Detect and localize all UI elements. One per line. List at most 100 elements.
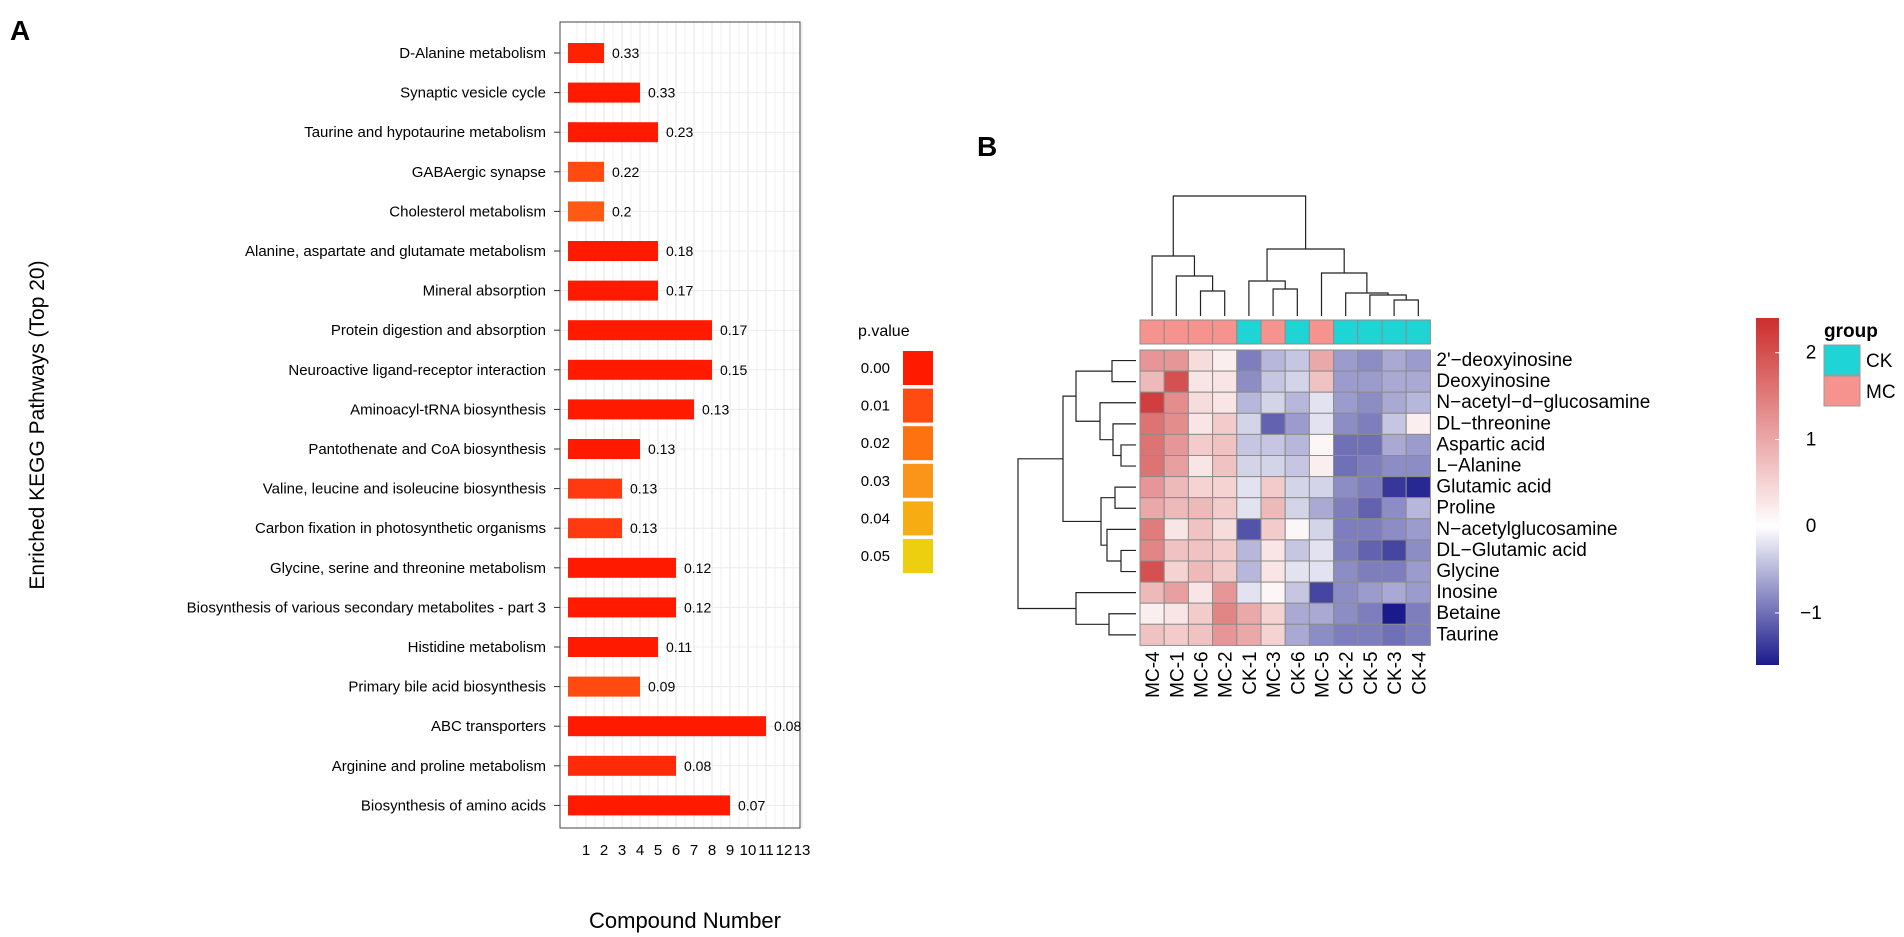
heatmap-cell xyxy=(1212,455,1238,478)
p-value-legend-swatch xyxy=(903,501,933,536)
heatmap-cell xyxy=(1284,560,1310,583)
p-value-legend-label: 0.04 xyxy=(861,510,890,527)
heatmap-cell xyxy=(1308,412,1335,435)
bar-value-label: 0.33 xyxy=(612,45,639,61)
heatmap-cell xyxy=(1405,455,1431,478)
colorbar-tick-label: 1 xyxy=(1806,429,1817,450)
heatmap-cell xyxy=(1284,349,1310,372)
heatmap-cell xyxy=(1212,623,1238,646)
dendrogram-branch xyxy=(1248,280,1286,316)
heatmap-cell xyxy=(1139,476,1165,499)
heatmap-cell xyxy=(1381,518,1407,541)
bar-chart-category-labels: D-Alanine metabolism Synaptic vesicle cyc… xyxy=(187,45,546,814)
group-legend-swatch xyxy=(1823,344,1861,376)
bar xyxy=(568,241,658,261)
category-label: Taurine and hypotaurine metabolism xyxy=(304,124,546,141)
heatmap-column-label: CK-3 xyxy=(1385,651,1406,694)
heatmap-cell xyxy=(1357,391,1383,414)
heatmap-row-label: Inosine xyxy=(1436,582,1497,603)
heatmap-column-labels: MC-4 MC-1 MC-6 MC-2 CK-1 MC-3 CK-6 MC-5 CK-2 CK-5… xyxy=(1143,651,1430,698)
bar-value-label: 0.17 xyxy=(666,283,693,299)
heatmap-cell xyxy=(1163,349,1189,372)
heatmap-cell xyxy=(1333,581,1359,604)
category-label: Primary bile acid biosynthesis xyxy=(348,679,546,696)
heatmap-cell xyxy=(1212,391,1238,414)
colorbar-tick-label: −1 xyxy=(1800,603,1822,624)
heatmap-cell xyxy=(1236,581,1262,604)
heatmap-cell xyxy=(1139,581,1165,604)
category-label: Arginine and proline metabolism xyxy=(332,758,546,775)
heatmap-cell xyxy=(1163,602,1189,625)
heatmap-cell xyxy=(1357,497,1383,520)
heatmap-cell xyxy=(1236,518,1262,541)
heatmap-cell xyxy=(1357,539,1383,562)
heatmap-row-label: DL−threonine xyxy=(1436,413,1551,434)
heatmap-cell xyxy=(1333,412,1359,435)
bar-value-label: 0.18 xyxy=(666,243,693,259)
heatmap-cell xyxy=(1357,349,1383,372)
p-value-legend-label: 0.00 xyxy=(861,360,890,377)
category-label: Synaptic vesicle cycle xyxy=(400,85,546,102)
bar xyxy=(568,478,622,499)
x-tick-label: 7 xyxy=(690,842,698,859)
bar-chart-value-labels: 0.33 0.33 0.23 0.22 0.2 0.18 0.17 0.17 0.15 0.13 0… xyxy=(612,45,801,813)
category-label: Carbon fixation in photosynthetic organi… xyxy=(255,520,546,537)
p-value-legend-swatch xyxy=(903,388,933,423)
heatmap-cell xyxy=(1405,476,1431,499)
bar-value-label: 0.15 xyxy=(720,362,747,378)
heatmap-cell xyxy=(1139,560,1165,583)
heatmap-cell xyxy=(1405,412,1431,435)
group-annotation-cell xyxy=(1333,319,1359,345)
heatmap-cell xyxy=(1308,497,1335,520)
dendrogram-branch xyxy=(1266,248,1345,281)
heatmap-cell xyxy=(1381,497,1407,520)
heatmap-cell xyxy=(1308,476,1335,499)
group-annotation-cell xyxy=(1284,319,1310,345)
heatmap-cell xyxy=(1139,539,1165,562)
dendrogram-branch xyxy=(1272,288,1298,316)
heatmap-cell xyxy=(1260,602,1286,625)
heatmap-cell xyxy=(1333,391,1359,414)
heatmap-cell xyxy=(1260,476,1286,499)
heatmap-cell xyxy=(1139,433,1165,456)
bar-value-label: 0.08 xyxy=(684,758,711,774)
dendrogram-branch xyxy=(1111,359,1136,383)
heatmap-cell xyxy=(1357,412,1383,435)
dendrogram-branch xyxy=(1075,592,1136,625)
p-value-legend-title: p.value xyxy=(858,323,910,340)
heatmap-cell xyxy=(1187,476,1214,499)
colorbar-tick-label: 2 xyxy=(1806,343,1817,364)
heatmap-cell xyxy=(1163,539,1189,562)
p-value-legend: p.value 0.00 0.01 0.02 0.03 0.04 0.05 xyxy=(858,323,933,573)
dendrogram-branch xyxy=(1108,613,1136,636)
heatmap-cell xyxy=(1333,370,1359,393)
bar-value-label: 0.17 xyxy=(720,322,747,338)
heatmap-cell xyxy=(1308,433,1335,456)
bar xyxy=(568,201,604,222)
x-tick-label: 11 xyxy=(758,842,774,859)
heatmap-cell xyxy=(1381,349,1407,372)
heatmap-cell xyxy=(1139,623,1165,646)
bar xyxy=(568,122,658,143)
bar xyxy=(568,439,640,459)
heatmap-cell xyxy=(1163,433,1189,456)
heatmap-cell xyxy=(1139,497,1165,520)
heatmap-column-label: CK-1 xyxy=(1240,651,1261,694)
heatmap-cell xyxy=(1284,497,1310,520)
bar xyxy=(568,795,730,816)
heatmap-cell xyxy=(1284,433,1310,456)
heatmap-cell xyxy=(1163,391,1189,414)
heatmap-cell xyxy=(1381,539,1407,562)
heatmap-column-label: MC-6 xyxy=(1192,651,1213,697)
heatmap-cell xyxy=(1187,497,1214,520)
heatmap-cell xyxy=(1260,581,1286,604)
heatmap-row-label: Betaine xyxy=(1436,603,1500,624)
heatmap-cell xyxy=(1212,518,1238,541)
heatmap-cell xyxy=(1308,349,1335,372)
bar-value-label: 0.13 xyxy=(630,520,657,536)
p-value-legend-swatch xyxy=(903,539,933,573)
bar xyxy=(568,716,766,737)
heatmap-cell xyxy=(1333,602,1359,625)
category-label: Mineral absorption xyxy=(423,283,546,300)
heatmap-cell xyxy=(1260,370,1286,393)
